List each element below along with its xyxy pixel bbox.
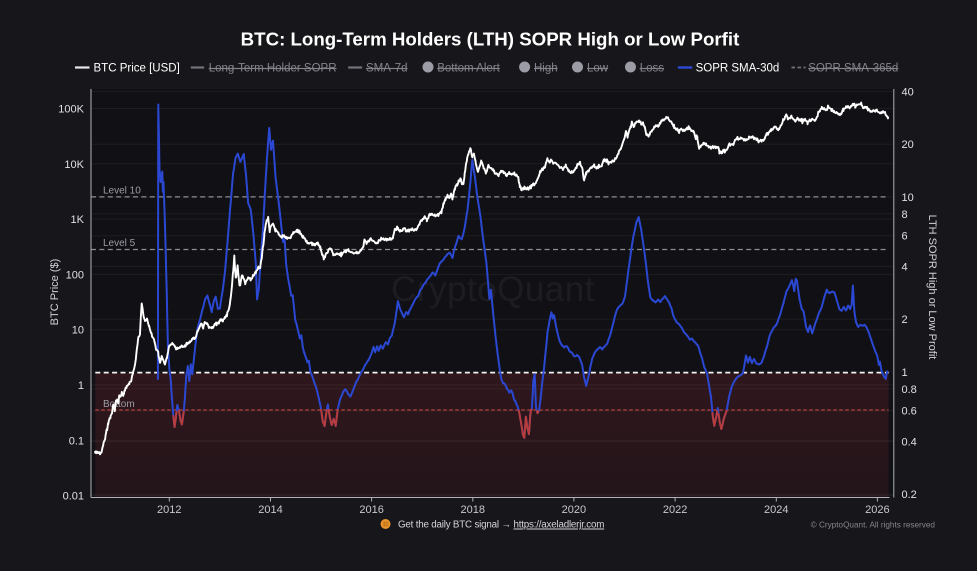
svg-text:BTC: Long-Term Holders (LTH) S: BTC: Long-Term Holders (LTH) SOPR High o… [241, 29, 740, 50]
svg-text:2016: 2016 [359, 504, 383, 516]
svg-text:BTC Price [USD]: BTC Price [USD] [94, 63, 180, 75]
svg-text:0.2: 0.2 [902, 489, 917, 501]
svg-text:BTC Price ($): BTC Price ($) [49, 259, 61, 326]
svg-text:100K: 100K [58, 104, 84, 116]
svg-text:6: 6 [902, 231, 908, 243]
svg-text:1: 1 [902, 367, 908, 379]
svg-text:LTH SOPR High or Low Profit: LTH SOPR High or Low Profit [926, 215, 938, 360]
svg-text:1: 1 [78, 380, 84, 392]
svg-text:Loss: Loss [640, 63, 665, 75]
svg-text:2012: 2012 [157, 504, 181, 516]
svg-text:100: 100 [66, 269, 84, 281]
svg-text:SOPR SMA-30d: SOPR SMA-30d [696, 63, 780, 75]
svg-text:10: 10 [902, 192, 914, 204]
svg-text:Bottom Alert: Bottom Alert [437, 63, 500, 75]
svg-text:High: High [534, 63, 558, 75]
svg-text:Low: Low [587, 63, 609, 75]
svg-text:0.1: 0.1 [69, 435, 84, 447]
svg-text:Get the daily BTC signal → htt: Get the daily BTC signal → https://axela… [398, 520, 604, 531]
svg-text:10: 10 [72, 325, 84, 337]
svg-text:2026: 2026 [865, 504, 889, 516]
svg-text:2022: 2022 [663, 504, 687, 516]
svg-text:Level 5: Level 5 [103, 238, 136, 249]
svg-text:0.8: 0.8 [902, 384, 917, 396]
svg-text:2020: 2020 [562, 504, 586, 516]
svg-text:Long-Term Holder SOPR: Long-Term Holder SOPR [209, 63, 337, 75]
svg-text:2: 2 [902, 314, 908, 326]
svg-text:0.6: 0.6 [902, 406, 917, 418]
svg-text:1K: 1K [71, 214, 85, 226]
svg-text:SOPR SMA-365d: SOPR SMA-365d [808, 63, 898, 75]
svg-text:2024: 2024 [764, 504, 788, 516]
svg-text:0.01: 0.01 [63, 491, 84, 503]
svg-text:10K: 10K [64, 159, 84, 171]
svg-text:0.4: 0.4 [902, 437, 917, 449]
svg-text:8: 8 [902, 209, 908, 221]
svg-text:Bottom: Bottom [103, 399, 135, 410]
svg-text:© CryptoQuant. All rights rese: © CryptoQuant. All rights reserved [811, 521, 936, 530]
svg-text:20: 20 [902, 139, 914, 151]
svg-text:Level 10: Level 10 [103, 186, 141, 197]
svg-text:4: 4 [902, 262, 908, 274]
svg-text:SMA-7d: SMA-7d [366, 63, 408, 75]
svg-text:2018: 2018 [461, 504, 485, 516]
svg-text:40: 40 [902, 87, 914, 99]
svg-text:2014: 2014 [258, 504, 282, 516]
